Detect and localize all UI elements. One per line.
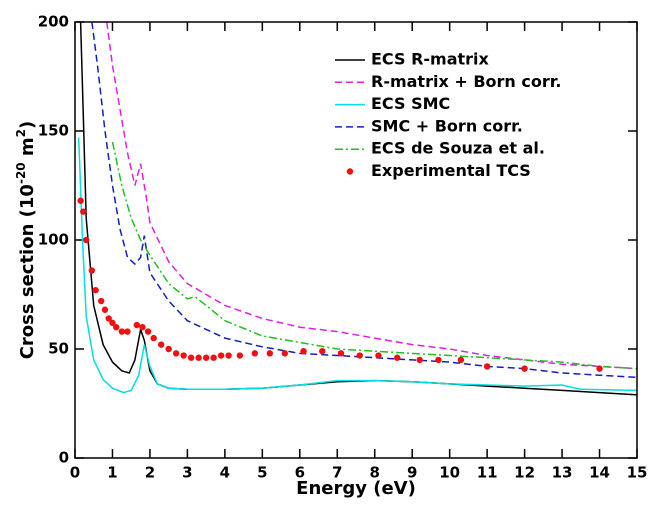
- legend-marker: [346, 168, 354, 175]
- data-point: [225, 352, 232, 359]
- y-tick-label: 50: [48, 340, 69, 358]
- data-point: [157, 341, 165, 348]
- data-point: [521, 365, 528, 372]
- legend-label: R-matrix + Born corr.: [371, 72, 561, 91]
- data-point: [80, 208, 87, 215]
- y-label-part: 2: [14, 129, 28, 137]
- data-point: [88, 267, 96, 274]
- y-label-part: Cross section (10: [17, 184, 38, 359]
- legend-label: ECS R-matrix: [371, 50, 490, 69]
- plot: [77, 22, 637, 396]
- data-point: [118, 328, 126, 335]
- series-line: [77, 137, 637, 394]
- x-tick-label: 2: [145, 464, 155, 482]
- y-axis-label: Cross section (10-20 m2): [14, 121, 39, 360]
- x-tick-label: 6: [295, 464, 305, 482]
- data-point: [98, 297, 105, 305]
- data-point: [251, 350, 259, 357]
- x-tick-label: 10: [439, 464, 460, 482]
- data-point: [210, 354, 217, 361]
- data-point: [133, 321, 141, 329]
- data-point: [124, 328, 131, 335]
- x-tick-label: 9: [407, 464, 417, 482]
- legend-label: ECS SMC: [371, 94, 450, 113]
- y-tick-label: 150: [38, 122, 69, 140]
- data-point: [101, 306, 109, 313]
- data-point: [139, 324, 146, 331]
- data-point: [187, 354, 195, 361]
- data-point: [266, 350, 274, 357]
- data-point: [165, 345, 172, 353]
- y-tick-label: 0: [59, 449, 69, 467]
- x-tick-label: 8: [370, 464, 380, 482]
- y-tick-label: 200: [38, 13, 69, 31]
- legend-label: Experimental TCS: [371, 161, 531, 180]
- data-point: [144, 328, 152, 335]
- x-tick-label: 1: [107, 464, 117, 482]
- x-tick-label: 11: [477, 464, 498, 482]
- data-point: [180, 352, 187, 359]
- data-point: [394, 354, 401, 361]
- x-tick-label: 12: [514, 464, 535, 482]
- x-tick-label: 4: [220, 464, 230, 482]
- data-point: [281, 350, 289, 357]
- x-tick-label: 0: [70, 464, 80, 482]
- plot-frame: [74, 21, 638, 459]
- data-point: [202, 354, 210, 361]
- y-tick-label: 100: [38, 231, 69, 249]
- data-point: [596, 365, 603, 372]
- series-line: [106, 22, 637, 370]
- data-point: [83, 236, 90, 244]
- legend-label: SMC + Born corr.: [371, 116, 523, 135]
- data-point: [483, 363, 491, 370]
- data-point: [172, 350, 180, 357]
- data-point: [77, 197, 84, 204]
- data-point: [300, 347, 307, 355]
- data-point: [319, 347, 326, 355]
- y-label-part: m: [17, 137, 38, 162]
- data-point: [195, 354, 202, 361]
- data-point: [105, 315, 112, 322]
- data-point: [356, 352, 363, 359]
- y-label-part: ): [17, 121, 38, 129]
- x-tick-label: 5: [257, 464, 267, 482]
- x-tick-label: 15: [627, 464, 648, 482]
- series-line: [111, 141, 637, 370]
- data-point: [457, 356, 465, 364]
- data-point: [217, 352, 225, 359]
- data-point: [113, 324, 120, 331]
- data-point: [375, 352, 382, 359]
- data-point: [109, 319, 116, 327]
- data-point: [337, 350, 345, 357]
- y-label-part: -20: [14, 162, 28, 184]
- legend-label: ECS de Souza et al.: [371, 139, 545, 158]
- x-tick-label: 7: [332, 464, 342, 482]
- x-axis-label: Energy (eV): [296, 478, 416, 499]
- data-point: [236, 352, 244, 359]
- data-point: [435, 356, 442, 364]
- x-tick-label: 14: [589, 464, 610, 482]
- x-tick-label: 13: [552, 464, 573, 482]
- data-point: [150, 334, 157, 342]
- data-point: [416, 356, 423, 364]
- series-line: [91, 22, 637, 379]
- x-tick-label: 3: [182, 464, 192, 482]
- data-point: [92, 286, 99, 294]
